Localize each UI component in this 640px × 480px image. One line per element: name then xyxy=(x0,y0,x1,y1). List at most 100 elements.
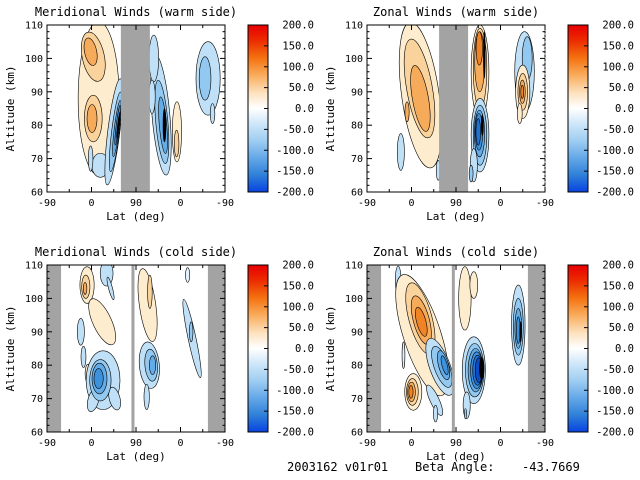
colorbar-tick-label: -100.0 xyxy=(276,385,314,397)
footer-beta-value: -43.7669 xyxy=(522,460,580,474)
colorbar-tick-label: 0.0 xyxy=(295,103,314,115)
contour-blob xyxy=(410,65,431,132)
contour-blob xyxy=(185,267,191,283)
contour-blob xyxy=(440,355,449,375)
x-axis-label: Lat (deg) xyxy=(106,210,166,223)
colorbar-tick-label: -150.0 xyxy=(596,406,634,418)
contour-blob xyxy=(396,133,405,171)
y-tick-label: 70 xyxy=(31,394,43,405)
y-tick-label: 60 xyxy=(31,188,43,199)
colorbar-tick-label: 100.0 xyxy=(602,301,634,313)
colorbar-tick-label: 150.0 xyxy=(602,280,634,292)
x-tick-label: -90 xyxy=(358,438,376,449)
x-tick-label: 90 xyxy=(450,438,462,449)
colorbar-tick-label: 200.0 xyxy=(282,260,314,272)
x-tick-label: 0 xyxy=(497,198,503,209)
no-data-line xyxy=(451,265,455,432)
colorbar-tick-label: -50.0 xyxy=(602,364,634,376)
panel-zonal-cold: Zonal Winds (cold side) -90 0 90 0 -90 110 100 9… xyxy=(324,245,634,463)
panel-title: Meridional Winds (warm side) xyxy=(35,5,237,19)
y-tick-label: 90 xyxy=(351,327,363,338)
y-tick-label: 100 xyxy=(25,294,43,305)
colorbar-tick-label: 100.0 xyxy=(602,61,634,73)
x-axis-label: Lat (deg) xyxy=(426,450,486,463)
panel-meridional-warm: Meridional Winds (warm side) -90 0 90 0 -90 11… xyxy=(4,5,314,223)
colorbar-tick-label: -100.0 xyxy=(596,385,634,397)
colorbar-tick-label: -200.0 xyxy=(596,187,634,199)
contour-blob xyxy=(148,34,159,83)
contour-blob xyxy=(415,306,428,337)
contour-blob xyxy=(458,266,472,331)
contour-blob xyxy=(99,265,114,287)
no-data-band xyxy=(527,265,545,432)
contour-blob xyxy=(198,56,212,101)
x-tick-label: 90 xyxy=(450,198,462,209)
contour-field xyxy=(77,25,221,192)
contour-blob xyxy=(108,386,121,411)
contour-field xyxy=(47,265,225,432)
contour-blob xyxy=(83,282,88,295)
colorbar-tick-label: 200.0 xyxy=(282,20,314,32)
y-axis-label: Altitude (km) xyxy=(324,65,337,151)
contour-blob xyxy=(469,271,479,299)
colorbar-tick-label: -150.0 xyxy=(276,166,314,178)
x-tick-label: 90 xyxy=(130,438,142,449)
y-tick-label: 100 xyxy=(345,294,363,305)
contour-blob xyxy=(519,321,522,343)
y-tick-label: 110 xyxy=(345,21,363,32)
no-data-band xyxy=(120,25,150,192)
colorbar-tick-label: 150.0 xyxy=(282,40,314,52)
colorbar-tick-label: -50.0 xyxy=(282,124,314,136)
x-tick-label: -90 xyxy=(536,198,554,209)
colorbar-tick-label: -50.0 xyxy=(602,124,634,136)
no-data-band xyxy=(367,265,382,432)
y-tick-label: 70 xyxy=(351,154,363,165)
colorbar-tick-label: 100.0 xyxy=(282,61,314,73)
colorbar-tick-label: -150.0 xyxy=(276,406,314,418)
colorbar-tick-label: 150.0 xyxy=(602,40,634,52)
no-data-band xyxy=(439,25,469,192)
footer-beta-label: Beta Angle: xyxy=(415,460,495,474)
panel-zonal-warm: Zonal Winds (warm side) -90 0 90 0 -90 110 100 9… xyxy=(324,5,634,223)
x-tick-label: 0 xyxy=(177,198,183,209)
contour-blob xyxy=(464,408,467,419)
y-axis-label: Altitude (km) xyxy=(324,305,337,391)
contour-blob xyxy=(479,357,485,380)
colorbar-tick-label: -200.0 xyxy=(276,427,314,439)
contour-blob xyxy=(143,383,150,410)
contour-blob xyxy=(87,145,94,172)
contour-blob xyxy=(426,384,444,416)
axis-ticks xyxy=(366,24,546,193)
contour-field xyxy=(396,25,535,192)
colorbar-tick-label: -200.0 xyxy=(596,427,634,439)
contour-blob xyxy=(401,341,406,369)
contour-blob xyxy=(480,114,484,136)
contour-blob xyxy=(408,385,414,399)
x-tick-label: -90 xyxy=(38,438,56,449)
contour-blob xyxy=(88,298,116,346)
x-tick-label: -90 xyxy=(216,438,234,449)
colorbar-tick-label: 200.0 xyxy=(602,20,634,32)
x-tick-label: 0 xyxy=(88,198,94,209)
y-axis-label: Altitude (km) xyxy=(4,65,17,151)
y-tick-label: 70 xyxy=(351,394,363,405)
contour-blob xyxy=(162,108,167,143)
contour-blob xyxy=(93,368,104,389)
no-data-band xyxy=(47,265,62,432)
panel-title: Zonal Winds (cold side) xyxy=(373,245,539,259)
contour-blob xyxy=(404,101,410,123)
y-tick-label: 60 xyxy=(31,428,43,439)
y-tick-label: 100 xyxy=(345,54,363,65)
contour-blob xyxy=(516,103,523,124)
contour-blob xyxy=(83,37,98,66)
y-tick-label: 60 xyxy=(351,428,363,439)
x-tick-label: 0 xyxy=(177,438,183,449)
colorbar-tick-label: 50.0 xyxy=(289,322,314,334)
x-tick-label: 0 xyxy=(88,438,94,449)
y-tick-label: 110 xyxy=(25,21,43,32)
axis-ticks xyxy=(46,264,226,433)
panel-title: Meridional Winds (cold side) xyxy=(35,245,237,259)
contour-blob xyxy=(189,321,194,343)
colorbar-tick-label: -150.0 xyxy=(596,166,634,178)
colorbar-tick-label: 50.0 xyxy=(609,82,634,94)
